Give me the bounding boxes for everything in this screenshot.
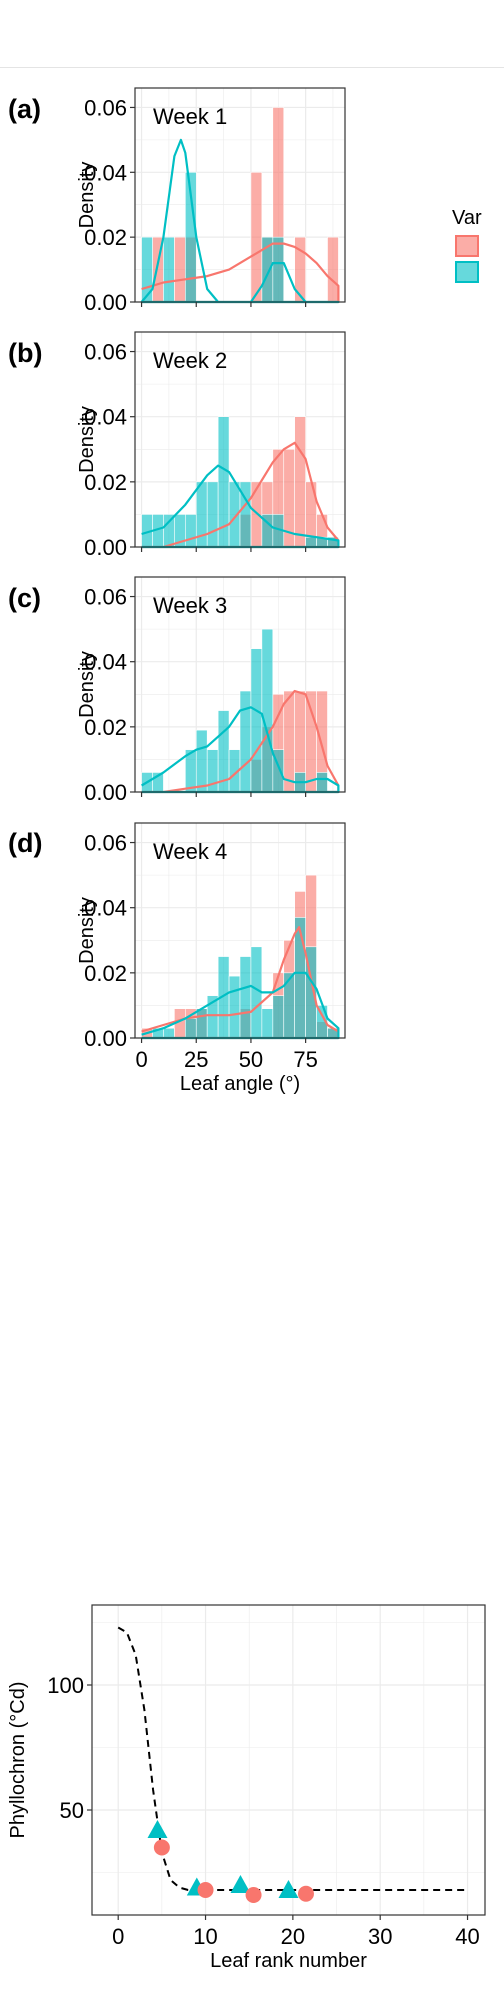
panel-c-bar-series2 (195, 729, 208, 793)
phyllochron-point-circle (153, 1839, 170, 1856)
panel-a-ytick-label: 0.00 (84, 290, 127, 315)
panel-b-week-label: Week 2 (153, 348, 227, 373)
panel-b-ytick-label: 0.00 (84, 535, 127, 560)
panel-d-xtick-label: 75 (293, 1047, 317, 1072)
phyllochron-y-axis-title: Phyllochron (°Cd) (7, 1682, 29, 1839)
panel-d-xtick-label: 25 (184, 1047, 208, 1072)
panel-b-density-series2 (141, 464, 340, 549)
panel-d-xtick-label: 0 (135, 1047, 147, 1072)
phyllochron-xtick-label: 20 (281, 1924, 305, 1949)
panel-c-bar-series2 (261, 628, 274, 793)
panel-a-density-series1 (141, 242, 340, 304)
panel-b-bar-series2 (206, 481, 219, 548)
panel-c-ytick-label: 0.00 (84, 780, 127, 805)
panel-c-frame (134, 576, 346, 793)
phyllochron-point-circle (297, 1885, 314, 1902)
panel-a-frame (134, 87, 346, 303)
panel-c-y-axis-title: Density (76, 651, 98, 718)
phyllochron-ytick-label: 100 (47, 1673, 84, 1698)
panel-b-y-axis-title: Density (76, 406, 98, 473)
panel-a-week-label: Week 1 (153, 104, 227, 129)
panel-a-y-axis-title: Density (76, 162, 98, 229)
panel-c-bar-series2 (239, 690, 252, 793)
panel-d-bar-series2 (239, 956, 252, 1039)
panel-c-ytick-label: 0.02 (84, 715, 127, 740)
phyllochron-point-triangle (278, 1880, 299, 1898)
panel-c-letter: (c) (8, 583, 41, 613)
phyllochron-ytick-label: 50 (60, 1798, 84, 1823)
panel-d-ytick-label: 0.06 (84, 831, 127, 856)
panel-d-xtick-label: 50 (239, 1047, 263, 1072)
phyllochron-background (92, 1605, 485, 1915)
panel-d-density-series2 (141, 971, 340, 1040)
panel-a-ytick-label: 0.06 (84, 95, 127, 120)
panel-b-ytick-label: 0.02 (84, 470, 127, 495)
panel-c-week-label: Week 3 (153, 593, 227, 618)
panel-c-ytick-label: 0.04 (84, 650, 127, 675)
phyllochron-point-triangle (147, 1820, 168, 1838)
panel-c-bar-series1 (283, 690, 295, 793)
panel-d-y-axis-title: Density (76, 897, 98, 964)
phyllochron-point-circle (245, 1887, 262, 1903)
panel-a-bar-series1 (327, 236, 339, 303)
panel-d-bar-series2 (195, 1008, 208, 1039)
panel-d-ytick-label: 0.02 (84, 961, 127, 986)
panel-c-ytick-label: 0.06 (84, 585, 127, 610)
panel-c-density-series1 (141, 689, 340, 794)
panel-c-bar-series2 (316, 772, 328, 793)
panel-d-bar-series2 (261, 1008, 274, 1039)
panel-d-bar-series2 (272, 995, 285, 1039)
panel-b-ytick-label: 0.06 (84, 340, 127, 365)
phyllochron-xtick-label: 10 (193, 1924, 217, 1949)
panel-b-density-series1 (141, 441, 340, 549)
legend-title: Var (452, 207, 482, 229)
panel-d-density-series1 (141, 926, 340, 1040)
panel-d-frame (134, 822, 346, 1039)
phyllochron-point-circle (197, 1882, 214, 1898)
panel-b-letter: (b) (8, 338, 42, 368)
panel-c-bar-series1 (305, 690, 317, 793)
panel-a-bar-series2 (163, 236, 175, 303)
panel-a-bar-series2 (272, 236, 285, 303)
panel-d-week-label: Week 4 (153, 839, 227, 864)
panel-c-density-series2 (141, 706, 340, 794)
legend-key-series2 (455, 261, 479, 283)
panel-b-frame (134, 331, 346, 548)
panel-d-x-axis-title: Leaf angle (°) (180, 1073, 300, 1095)
panel-d-bar-series2 (228, 975, 241, 1039)
panel-b-bar-series2 (185, 514, 197, 548)
phyllochron-point-triangle (230, 1875, 251, 1893)
panel-b-bar-series1 (250, 481, 263, 548)
panel-d-bar-series2 (163, 1027, 175, 1039)
panel-a-bar-series1 (174, 236, 186, 303)
phyllochron-x-axis-title: Leaf rank number (210, 1950, 367, 1972)
phyllochron-xtick-label: 0 (112, 1924, 124, 1949)
panel-d-ytick-label: 0.00 (84, 1026, 127, 1051)
top-divider (0, 67, 504, 68)
panel-d-ytick-label: 0.04 (84, 896, 127, 921)
panel-b-ytick-label: 0.04 (84, 405, 127, 430)
panel-a-bar-series1 (250, 172, 263, 303)
phyllochron-frame (91, 1604, 486, 1916)
panel-a-ytick-label: 0.04 (84, 160, 127, 185)
panel-d-bar-series2 (185, 1018, 197, 1039)
panel-c-bar-series2 (250, 648, 263, 793)
legend-key-series1 (455, 235, 479, 257)
panel-d-letter: (d) (8, 828, 42, 858)
panel-a-letter: (a) (8, 94, 41, 124)
phyllochron-xtick-label: 40 (455, 1924, 479, 1949)
phyllochron-xtick-label: 30 (368, 1924, 392, 1949)
panel-b-bar-series2 (305, 536, 317, 548)
panel-b-bar-series1 (294, 416, 306, 548)
panel-a-ytick-label: 0.02 (84, 225, 127, 250)
